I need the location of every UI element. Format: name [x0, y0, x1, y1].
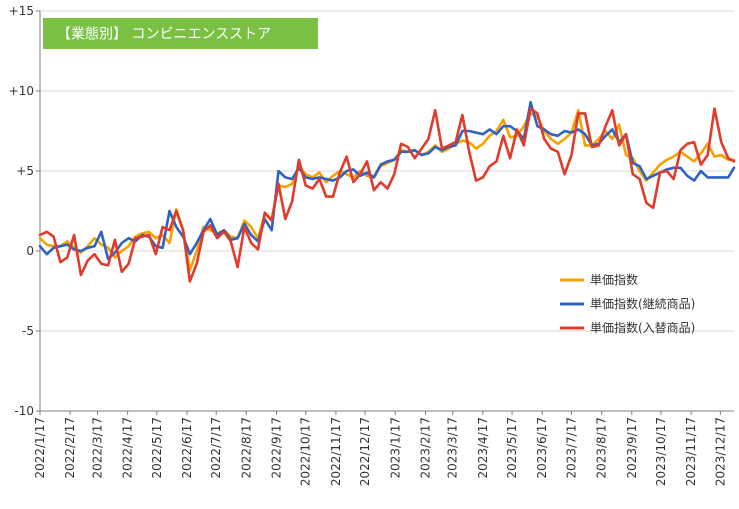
x-tick-label: 2022/10/17 [299, 417, 313, 486]
x-tick-label: 2023/7/17 [564, 417, 578, 479]
x-tick-label: 2023/2/17 [418, 417, 432, 479]
x-tick-label: 2023/6/17 [535, 417, 549, 479]
x-tick-label: 2023/5/17 [505, 417, 519, 479]
y-tick-label: 0 [26, 244, 34, 258]
y-tick-label: +5 [16, 164, 34, 178]
y-tick-label: +15 [9, 4, 34, 18]
x-axis-tick-labels: 2022/1/17 2022/2/17 2022/3/17 2022/4/17 2022… [33, 417, 727, 486]
gridlines [40, 10, 734, 412]
y-tick-label: -10 [14, 404, 34, 418]
x-tick-label: 2023/4/17 [476, 417, 490, 479]
y-axis-tick-labels: -10 -5 0 +5 +10 +15 [9, 4, 34, 418]
chart-title-background [43, 18, 318, 49]
axes [36, 10, 734, 415]
x-tick-label: 2023/3/17 [446, 417, 460, 479]
x-tick-label: 2022/2/17 [63, 417, 77, 479]
x-tick-label: 2022/7/17 [209, 417, 223, 479]
x-tick-label: 2023/8/17 [595, 417, 609, 479]
x-tick-label: 2022/1/17 [33, 417, 47, 479]
x-tick-label: 2022/11/17 [329, 417, 343, 486]
x-tick-label: 2022/3/17 [90, 417, 104, 479]
chart-title: 【業態別】 コンビニエンスストア [57, 27, 271, 43]
series-line-0 [38, 108, 736, 272]
x-tick-label: 2022/4/17 [121, 417, 135, 479]
x-tick-label: 2022/8/17 [239, 417, 253, 479]
x-tick-label: 2023/11/17 [684, 417, 698, 486]
x-tick-label: 2023/1/17 [388, 417, 402, 479]
x-tick-label: 2023/10/17 [654, 417, 668, 486]
legend-label: 単価指数 [590, 272, 638, 287]
series-lines [38, 100, 736, 283]
x-tick-label: 2022/6/17 [180, 417, 194, 479]
legend-label: 単価指数(継続商品) [590, 296, 695, 311]
x-tick-label: 2022/5/17 [150, 417, 164, 479]
x-tick-label: 2022/9/17 [270, 417, 284, 479]
y-tick-label: +10 [9, 84, 34, 98]
x-tick-label: 2022/12/17 [358, 417, 372, 486]
y-tick-label: -5 [22, 324, 34, 338]
series-line-2 [38, 107, 736, 283]
x-tick-label: 2023/9/17 [625, 417, 639, 479]
chart-title-box: 【業態別】 コンビニエンスストア [43, 18, 318, 49]
legend-label: 単価指数(入替商品) [590, 320, 695, 335]
x-tick-label: 2023/12/17 [713, 417, 727, 486]
